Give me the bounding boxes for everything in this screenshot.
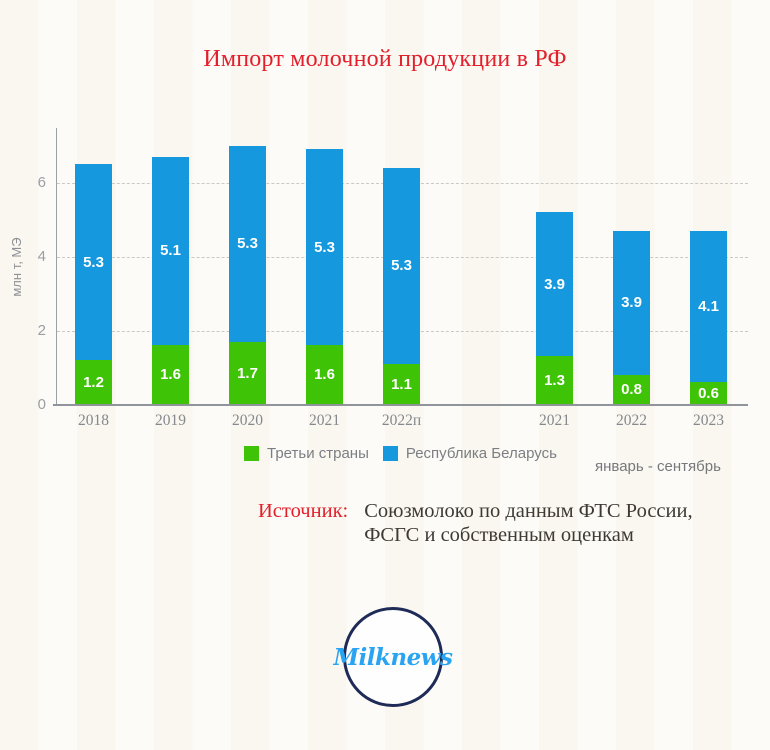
y-tick-label: 0 [37,395,46,413]
bar-segment-third-countries: 0.6 [690,382,727,405]
bar-value-label: 3.9 [544,275,565,293]
bar-value-label: 1.6 [314,366,335,384]
bar-segment-third-countries: 0.8 [613,374,650,405]
y-tick-label: 4 [37,247,46,265]
source-label: Источник: [258,500,349,522]
bar-segment-belarus: 5.3 [383,167,420,364]
bar-segment-third-countries: 1.6 [306,345,343,405]
bar-value-label: 3.9 [621,294,642,312]
bar-value-label: 5.3 [314,238,335,256]
bar-segment-belarus: 5.3 [75,164,112,361]
bar-value-label: 1.1 [391,375,412,393]
source-block: Источник: Союзмолоко по данным ФТС Росси… [258,500,749,547]
bar-segment-third-countries: 1.7 [229,341,266,405]
bar-value-label: 5.3 [83,253,104,271]
milknews-logo-text: Milknews [333,643,453,671]
source-text: Союзмолоко по данным ФТС России, ФСГС и … [364,500,693,546]
x-axis-line [53,404,748,406]
bar-2023-jan-sep: 4.1 0.6 [690,230,727,405]
x-axis-label: 2023 [693,411,724,429]
legend-swatch [244,446,259,461]
bar-value-label: 4.1 [698,297,719,315]
bar-value-label: 0.8 [621,381,642,399]
bar-segment-belarus: 4.1 [690,230,727,383]
bar-segment-third-countries: 1.6 [152,345,189,405]
bar-2022п: 5.3 1.1 [383,167,420,405]
bar-2018: 5.3 1.2 [75,164,112,405]
x-axis-label: 2021 [309,411,340,429]
chart-title: Импорт молочной продукции в РФ [203,46,567,72]
bar-segment-belarus: 5.3 [306,149,343,346]
bar-2019: 5.1 1.6 [152,156,189,405]
legend-swatch [382,446,398,461]
bar-segment-belarus: 3.9 [536,212,573,357]
bar-segment-third-countries: 1.3 [536,356,573,405]
x-axis-label: 2021 [539,411,570,429]
bar-value-label: 0.6 [698,384,719,402]
bar-value-label: 1.7 [237,364,258,382]
y-axis-line [56,128,57,405]
legend-label: Третьи страны [267,445,369,462]
y-tick-label: 6 [37,173,46,191]
bar-segment-third-countries: 1.1 [383,363,420,405]
bar-segment-belarus: 5.1 [152,156,189,346]
bar-2020: 5.3 1.7 [229,145,266,405]
x-axis-label: 2022п [381,411,422,429]
x-axis-label: 2020 [232,411,263,429]
bar-segment-third-countries: 1.2 [75,360,112,405]
legend: Третьи страны Республика Беларусь [244,445,557,462]
legend-label: Республика Беларусь [405,445,557,462]
x-axis-label: 2018 [78,411,109,429]
legend-item: Третьи страны [244,445,369,462]
bar-value-label: 1.3 [544,371,565,389]
bar-2021: 5.3 1.6 [306,149,343,405]
bar-value-label: 1.6 [160,366,181,384]
x-axis-label: 2019 [155,411,186,429]
bar-2021-jan-sep: 3.9 1.3 [536,212,573,405]
y-axis-label: млн т, МЭ [9,237,24,297]
bar-value-label: 5.3 [391,257,412,275]
bar-value-label: 5.3 [237,235,258,253]
period-note: январь - сентябрь [595,458,721,475]
legend-item: Республика Беларусь [382,445,557,462]
milknews-logo: Milknews [334,607,453,707]
bar-segment-belarus: 3.9 [613,230,650,375]
bar-value-label: 1.2 [83,373,104,391]
bar-value-label: 5.1 [160,242,181,260]
x-axis-label: 2022 [616,411,647,429]
y-tick-label: 2 [37,321,46,339]
bar-segment-belarus: 5.3 [229,145,266,342]
bar-2022-jan-sep: 3.9 0.8 [613,230,650,405]
